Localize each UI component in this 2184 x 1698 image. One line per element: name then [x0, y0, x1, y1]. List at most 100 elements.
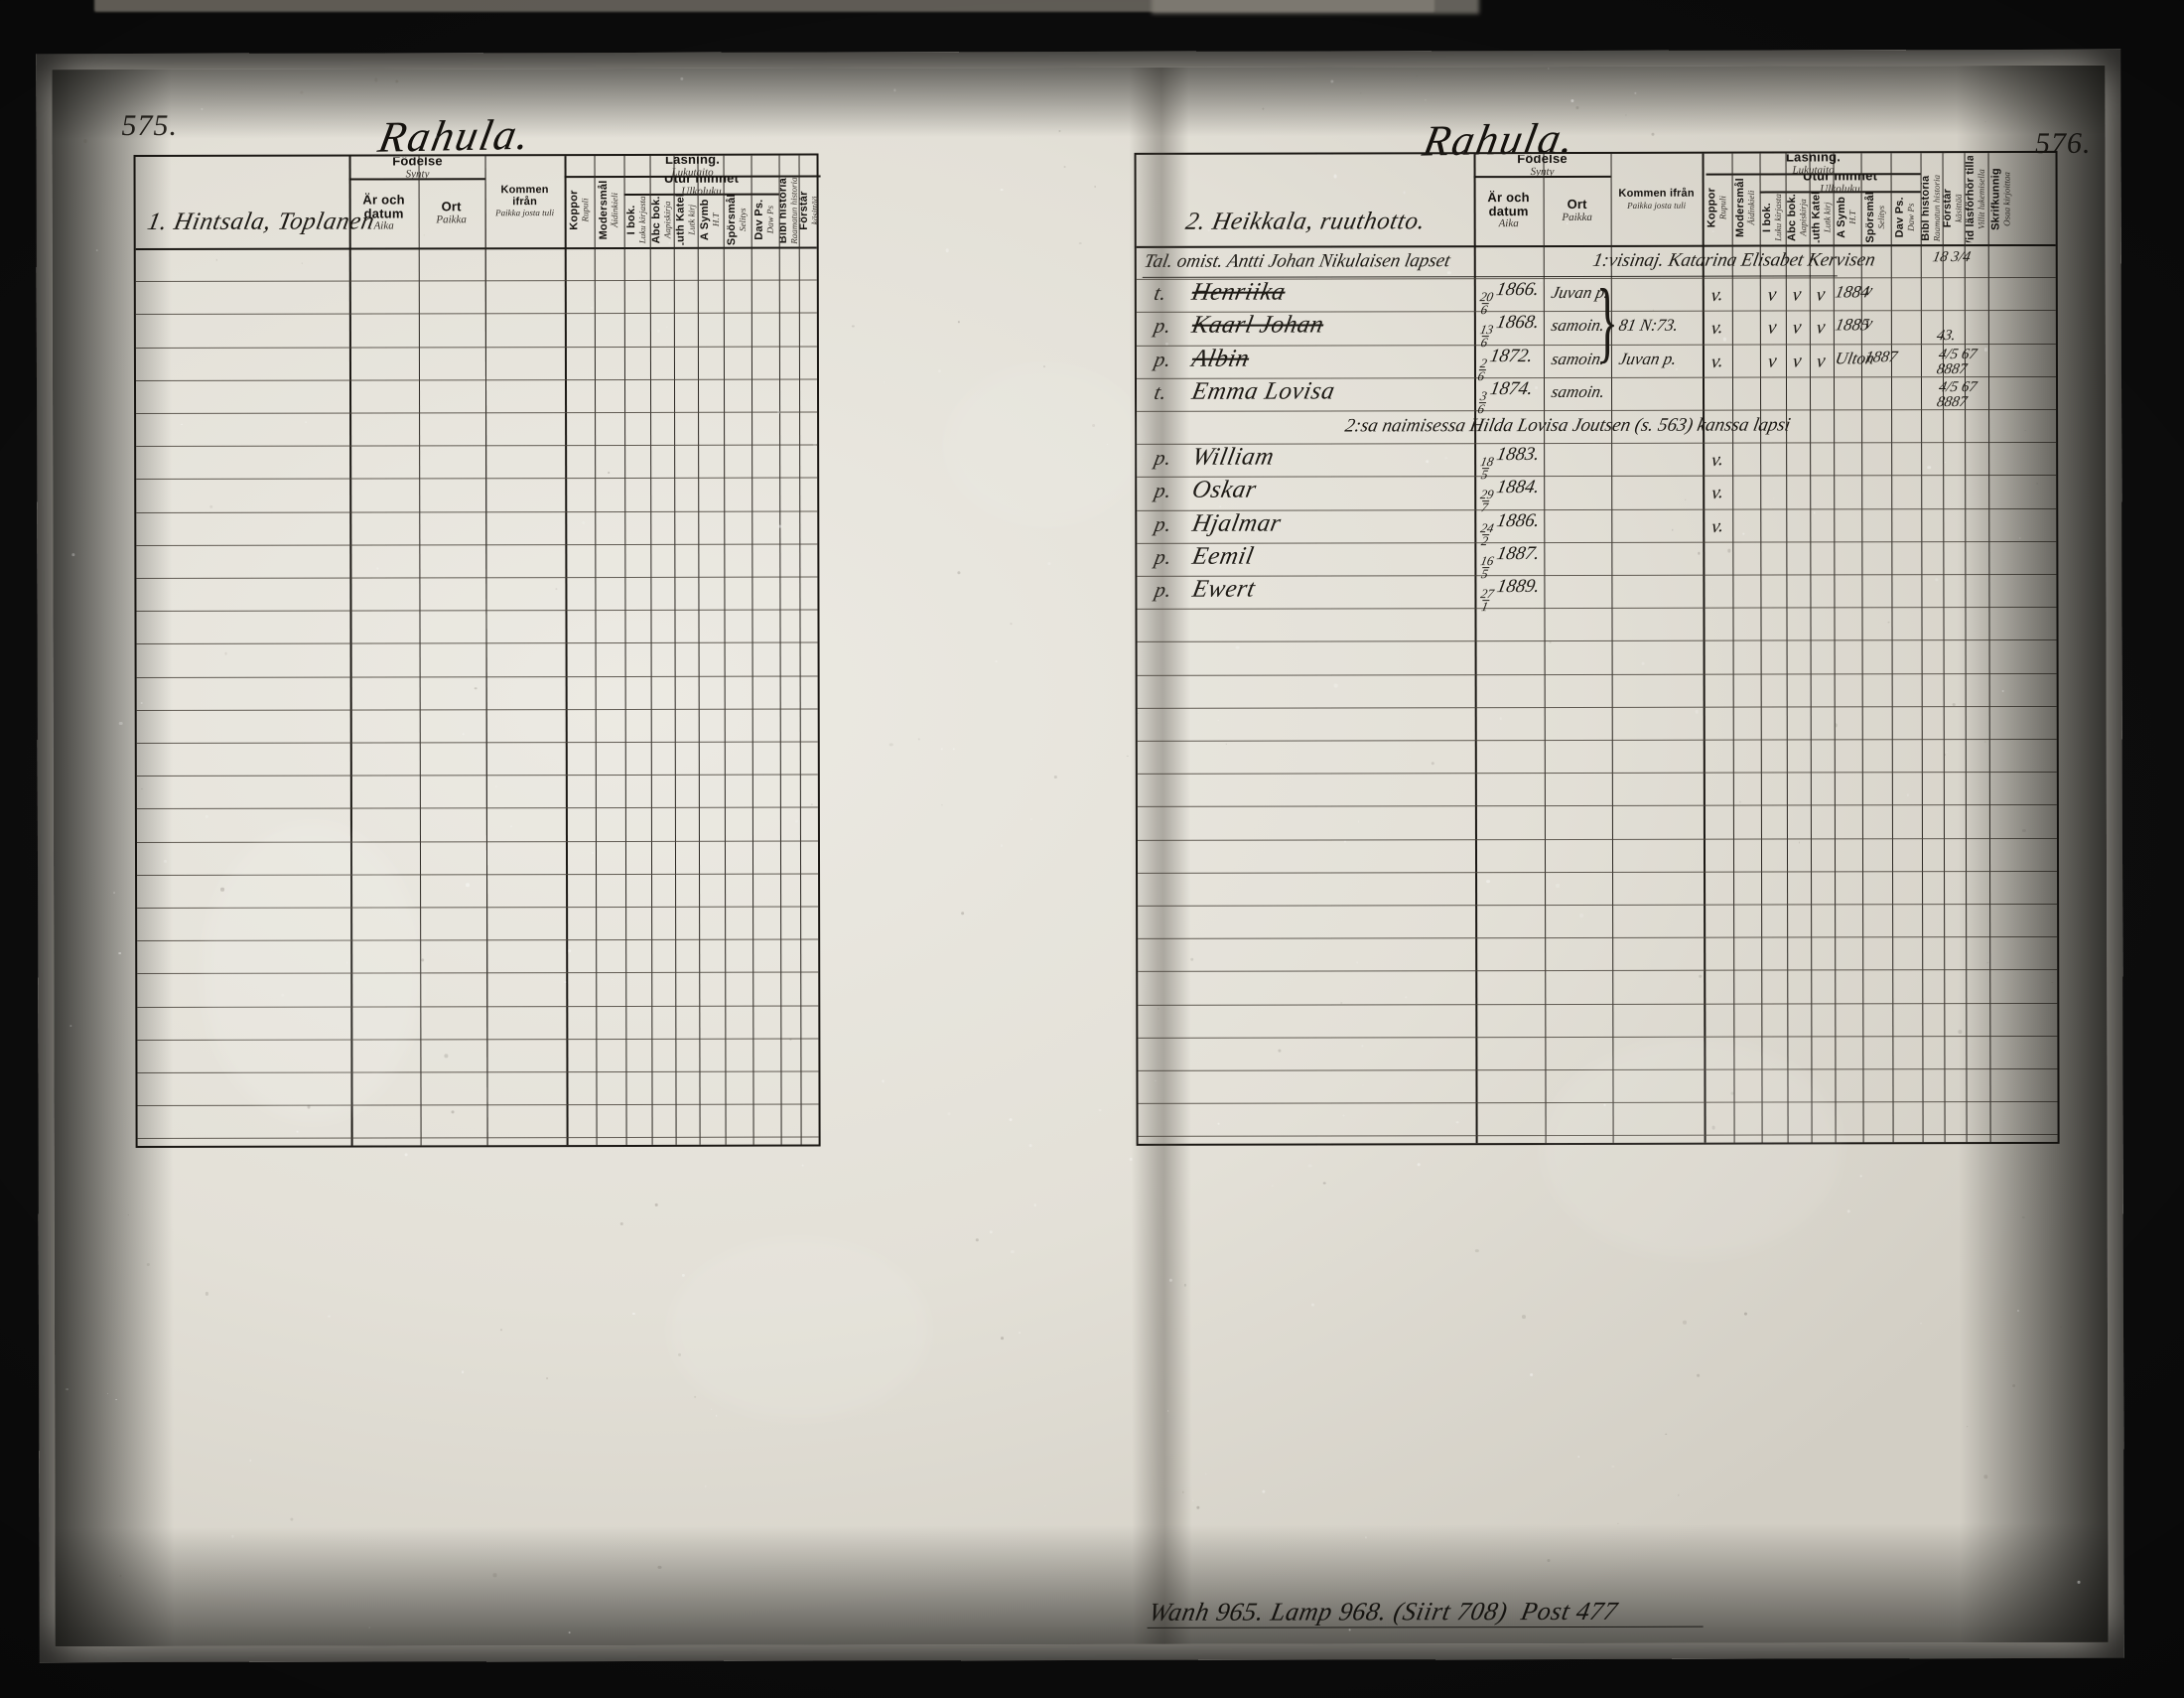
paper-grain-speck [1166, 1410, 1168, 1412]
paper-grain-speck [1983, 1475, 1988, 1479]
entry-birth-date: 16 5 1887. [1479, 542, 1542, 582]
paper-grain-speck [1217, 1123, 1220, 1125]
column-header-luth_katek: Luth Katek Lutk kirj [675, 195, 697, 245]
paper-grain-speck [789, 1038, 792, 1041]
column-header-bibl_historia: Bibl historia Raamatun historia [1922, 174, 1942, 242]
paper-grain-speck [112, 891, 115, 894]
left-edge-shadow [52, 69, 175, 1647]
paper-grain-speck [753, 676, 756, 679]
paper-grain-speck [305, 421, 307, 423]
column-header-label-sv: Luth Katek [674, 194, 687, 245]
column-header-utur_minnet: Utur minnet Ulkoluku [624, 177, 779, 194]
paper-grain-speck [1698, 552, 1701, 555]
column-header-kommen_ifran: Kommen ifrån Paikka josta tuli [1613, 156, 1701, 243]
column-header-label-fi: Luku kirjasta [636, 196, 647, 244]
paper-grain-speck [83, 139, 87, 143]
left-farm-heading: 1. Hintsala, Toplanen [145, 208, 377, 235]
table-horizontal-rule [1138, 969, 2058, 973]
table-vertical-rule [751, 155, 754, 1145]
table-horizontal-rule [135, 279, 817, 283]
paper-grain-speck [787, 599, 789, 601]
paper-grain-speck [1579, 913, 1583, 918]
paper-grain-speck [1486, 879, 1490, 884]
table-horizontal-rule [1138, 870, 2058, 874]
paper-grain-speck [1010, 1249, 1015, 1254]
column-header-abc_bok: Abc bok. Aapiskirja [651, 195, 673, 245]
entry-extra-note: 43. [1935, 328, 1958, 345]
column-header-label-sv: Kommen ifrån [1618, 187, 1695, 200]
paper-grain-speck [118, 951, 121, 955]
column-header-label-fi: Rupuli [1716, 195, 1727, 219]
column-header-label-fi: Luku kirjasta [1772, 194, 1783, 241]
column-header-lasning: Läsning. Lukutaito [1706, 154, 1921, 173]
paper-grain-speck [778, 524, 782, 528]
table-horizontal-rule [136, 477, 818, 481]
paper-grain-speck [1946, 752, 1948, 754]
paper-grain-speck [1920, 1322, 1922, 1325]
paper-grain-speck [947, 1112, 951, 1115]
column-header-label-fi: Lukutaito [1792, 164, 1835, 174]
column-header-label-fi: Daw Ps [1905, 203, 1916, 231]
paper-grain-speck [581, 520, 585, 524]
column-header-label-fi: Synty [1530, 166, 1555, 177]
column-header-label-sv: I bok. [1761, 203, 1774, 233]
book-gutter-shadow [1129, 67, 1192, 1644]
paper-grain-speck [654, 1203, 658, 1206]
column-header-label-sv: Koppor [568, 189, 581, 230]
paper-grain-speck [657, 1565, 662, 1569]
top-page-edge-secondary [1152, 0, 1479, 14]
column-header-label-sv: A Symb [1836, 196, 1848, 238]
table-horizontal-rule [1137, 540, 2057, 544]
column-header-label-sv: Läsning. [664, 156, 721, 168]
bottom-edge-shadow [55, 1522, 2109, 1647]
column-header-sporsmal: Spörsmål Selitys [725, 195, 751, 245]
table-horizontal-rule [1137, 672, 2057, 676]
paper-grain-speck [1617, 1522, 1619, 1524]
column-header-label-fi: Selitys [737, 208, 748, 231]
paper-grain-speck [1744, 1312, 1747, 1316]
paper-grain-speck [952, 747, 955, 750]
table-vertical-rule [564, 156, 569, 1146]
paper-grain-speck [2022, 1215, 2025, 1219]
table-vertical-rule [649, 155, 653, 1145]
table-horizontal-rule [137, 1103, 819, 1107]
paper-grain-speck [66, 1387, 68, 1391]
paper-grain-speck [1168, 1278, 1172, 1282]
paper-grain-speck [475, 686, 478, 690]
paper-grain-speck [1403, 191, 1406, 194]
column-header-label-sv: Läsning. [1785, 154, 1842, 165]
paper-grain-speck [1127, 755, 1129, 758]
right-edge-shadow [1956, 65, 2109, 1643]
paper-grain-speck [1322, 1182, 1326, 1185]
paper-grain-speck [1522, 1315, 1526, 1319]
entry-name: William [1189, 443, 1277, 471]
paper-grain-speck [1834, 723, 1838, 728]
paper-grain-speck [1859, 325, 1862, 329]
entry-reading-luth-mark: v [1815, 350, 1827, 372]
paper-grain-speck [592, 852, 594, 854]
paper-grain-speck [1570, 98, 1574, 102]
entry-name: Albin [1189, 345, 1252, 372]
paper-grain-speck [1308, 1164, 1312, 1168]
paper-grain-speck [1329, 79, 1333, 83]
column-header-label-fi: Selitys [1875, 206, 1886, 229]
second-marriage-note: 2:sa naimisessa Hilda Lovisa Joutsen (s.… [1343, 414, 1793, 437]
table-horizontal-rule [136, 609, 818, 613]
entry-birth-place: samoin. [1550, 381, 1607, 401]
paper-grain-speck [1683, 1320, 1687, 1325]
paper-grain-speck [1278, 1049, 1282, 1053]
column-header-label-sv: Kommen ifrån [500, 184, 549, 208]
paper-grain-speck [546, 1377, 548, 1379]
paper-grain-speck [945, 248, 949, 252]
column-header-label-fi: Aapiskirja [1797, 199, 1808, 236]
paper-grain-speck [1365, 1536, 1367, 1538]
entry-birth-date: 29 7 1884. [1479, 477, 1542, 515]
entry-intro-wife: 1:visinaj. Katarina Elisabet Kervisen [1590, 249, 1877, 271]
top-edge-shadow [52, 65, 2106, 140]
table-vertical-rule [798, 155, 802, 1145]
paper-grain-speck [1047, 562, 1051, 565]
paper-grain-speck [224, 652, 227, 655]
entry-smallpox-mark: v. [1709, 449, 1725, 472]
table-horizontal-rule [1138, 1002, 2058, 1006]
entry-birth-date: 27 1 1889. [1479, 576, 1542, 615]
